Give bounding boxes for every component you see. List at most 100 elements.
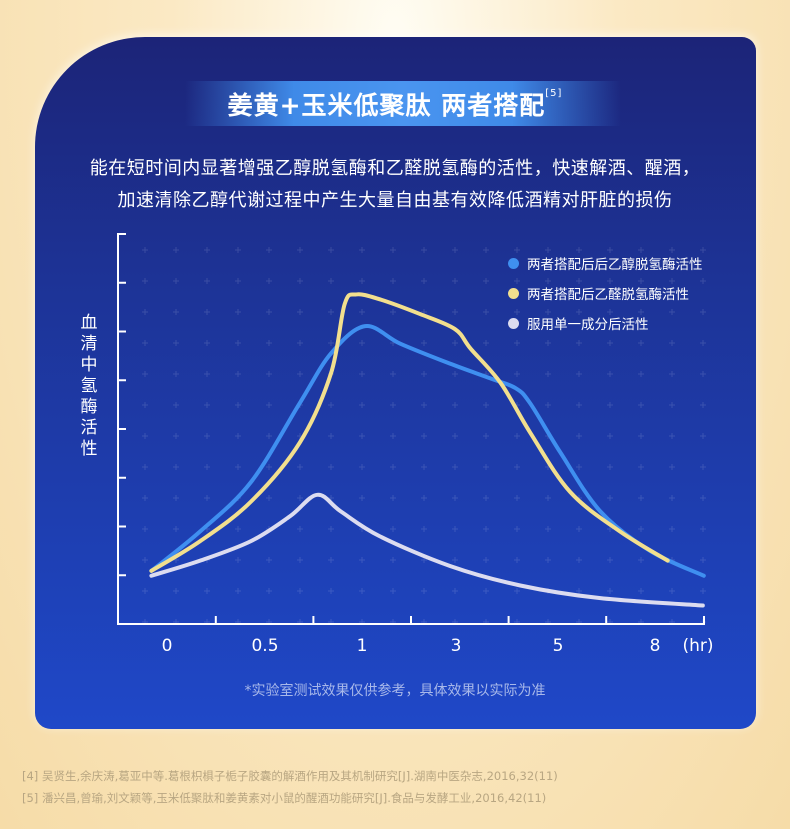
grid-cross [607, 495, 613, 501]
grid-cross [669, 464, 675, 470]
grid-cross [359, 309, 365, 315]
grid-cross [607, 526, 613, 532]
grid-cross [266, 247, 272, 253]
grid-cross [204, 309, 210, 315]
grid-cross [204, 433, 210, 439]
grid-cross [390, 588, 396, 594]
grid-cross [173, 526, 179, 532]
grid-cross [638, 588, 644, 594]
grid-cross [204, 402, 210, 408]
grid-cross [328, 433, 334, 439]
grid-cross [452, 340, 458, 346]
legend-dot-icon [508, 257, 519, 269]
grid-cross [638, 526, 644, 532]
grid-cross [297, 588, 303, 594]
grid-cross [204, 464, 210, 470]
grid-cross [421, 588, 427, 594]
grid-cross [359, 371, 365, 377]
y-axis-label: 血清中氢酶活性 [80, 313, 98, 459]
grid-cross [638, 340, 644, 346]
grid-cross [173, 464, 179, 470]
legend-dot-icon [508, 287, 519, 299]
series-line-2 [149, 492, 705, 608]
x-tick-label: 0.5 [251, 636, 279, 656]
grid-cross [700, 371, 706, 377]
grid-cross [297, 526, 303, 532]
grid-cross [452, 588, 458, 594]
grid-cross [297, 278, 303, 284]
grid-cross [669, 588, 675, 594]
x-tick-label: 1 [356, 636, 368, 656]
grid-cross [328, 340, 334, 346]
grid-cross [359, 247, 365, 253]
grid-cross [483, 278, 489, 284]
grid-cross [204, 371, 210, 377]
description-line-2: 加速清除乙醇代谢过程中产生大量自由基有效降低酒精对肝脏的损伤 [117, 190, 673, 211]
x-tick-label: 0 [161, 636, 173, 656]
grid-cross [297, 464, 303, 470]
grid-cross [514, 526, 520, 532]
grid-cross [328, 557, 334, 563]
grid-cross [545, 495, 551, 501]
grid-cross [390, 402, 396, 408]
grid-cross [359, 464, 365, 470]
grid-cross [359, 588, 365, 594]
grid-cross [328, 247, 334, 253]
x-tick-label: 8 [649, 636, 661, 656]
grid-cross [142, 433, 148, 439]
grid-cross [514, 495, 520, 501]
grid-cross [235, 247, 241, 253]
grid-cross [142, 371, 148, 377]
grid-cross [235, 278, 241, 284]
grid-cross [545, 340, 551, 346]
grid-cross [390, 433, 396, 439]
title-reference: [5] [545, 88, 563, 99]
grid-cross [452, 433, 458, 439]
grid-cross [669, 247, 675, 253]
grid-cross [700, 433, 706, 439]
grid-cross [328, 402, 334, 408]
grid-cross [514, 309, 520, 315]
grid-cross [142, 495, 148, 501]
grid-cross [638, 495, 644, 501]
grid-cross [142, 557, 148, 563]
grid-cross [235, 371, 241, 377]
grid-cross [669, 371, 675, 377]
grid-cross [607, 371, 613, 377]
grid-cross [576, 433, 582, 439]
grid-cross [142, 278, 148, 284]
grid-cross [483, 557, 489, 563]
grid-cross [669, 526, 675, 532]
grid-cross [638, 371, 644, 377]
grid-cross [421, 526, 427, 532]
grid-cross [576, 402, 582, 408]
grid-cross [328, 588, 334, 594]
grid-cross [142, 340, 148, 346]
grid-cross [421, 247, 427, 253]
grid-cross [452, 278, 458, 284]
grid-cross [545, 557, 551, 563]
x-tick-label: 3 [450, 636, 462, 656]
grid-cross [328, 526, 334, 532]
legend-label: 服用单一成分后活性 [527, 317, 649, 333]
x-tick-label: 5 [552, 636, 564, 656]
grid-cross [421, 402, 427, 408]
grid-cross [390, 278, 396, 284]
grid-cross [421, 433, 427, 439]
grid-cross [483, 309, 489, 315]
grid-cross [483, 464, 489, 470]
grid-cross [638, 557, 644, 563]
grid-cross [638, 247, 644, 253]
grid-cross [452, 495, 458, 501]
grid-cross [483, 433, 489, 439]
grid-cross [297, 495, 303, 501]
grid-cross [576, 371, 582, 377]
grid-cross [452, 402, 458, 408]
grid-cross [576, 588, 582, 594]
grid-cross [483, 526, 489, 532]
grid-cross [452, 526, 458, 532]
grid-cross [607, 340, 613, 346]
grid-cross [421, 340, 427, 346]
grid-cross [607, 588, 613, 594]
grid-cross [359, 278, 365, 284]
